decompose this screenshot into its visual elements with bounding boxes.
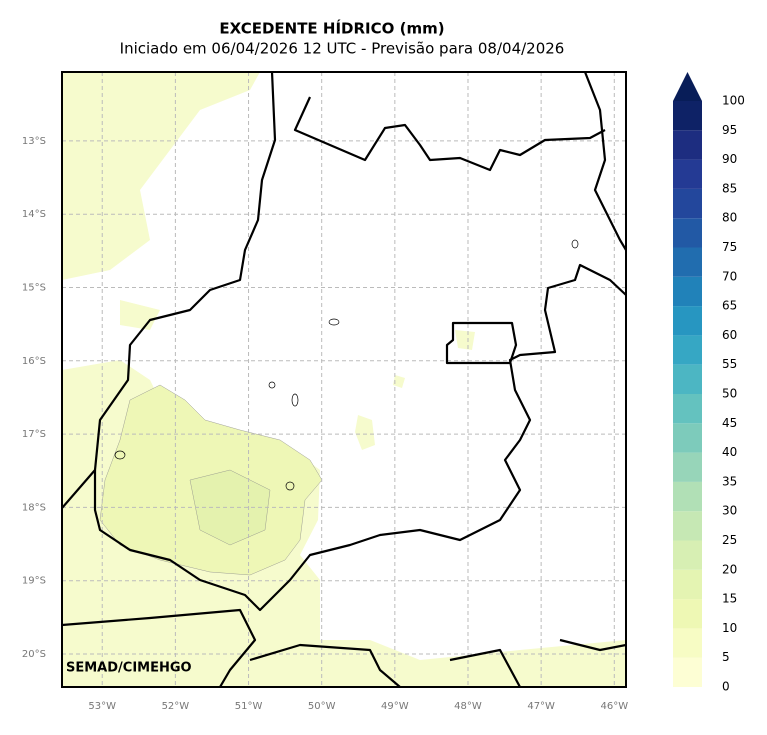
colorbar-label: 0	[722, 680, 730, 694]
x-tick-label: 47°W	[527, 701, 555, 712]
colorbar-label: 25	[722, 533, 737, 547]
title: EXCEDENTE HÍDRICO (mm)	[219, 19, 444, 38]
colorbar-bin	[673, 218, 702, 248]
colorbar-label: 60	[722, 328, 737, 342]
colorbar-bin	[673, 511, 702, 541]
colorbar-bin	[673, 335, 702, 365]
colorbar-label: 5	[722, 650, 730, 664]
y-tick-label: 16°S	[22, 356, 46, 367]
colorbar-bin	[673, 569, 702, 600]
colorbar-label: 95	[722, 123, 737, 137]
colorbar-bin	[673, 159, 702, 189]
map-frame	[61, 71, 627, 688]
colorbar-label: 10	[722, 621, 737, 635]
colorbar-bin	[673, 306, 702, 336]
colorbar-bin	[673, 364, 702, 394]
colorbar-bin	[673, 599, 702, 629]
colorbar-label: 55	[722, 357, 737, 371]
x-tick-label: 53°W	[88, 701, 116, 712]
map-area	[62, 72, 626, 687]
x-tick-label: 48°W	[454, 701, 482, 712]
colorbar-label: 50	[722, 387, 737, 401]
colorbar-label: 80	[722, 211, 737, 225]
colorbar-bin	[673, 481, 702, 512]
colorbar-bin	[673, 247, 702, 277]
colorbar-label: 15	[722, 592, 737, 606]
colorbar-label: 40	[722, 445, 737, 459]
x-tick-label: 46°W	[600, 701, 628, 712]
colorbar-label: 45	[722, 416, 737, 430]
credit: SEMAD/CIMEHGO	[66, 661, 192, 676]
y-tick-label: 18°S	[22, 502, 46, 513]
colorbar: 0 5 10 15 20 25 30 35 40 45 50 55 60 65 70 75 80 85 90 95 10…	[673, 72, 745, 694]
y-tick-label: 14°S	[22, 209, 46, 220]
y-tick-label: 20°S	[22, 649, 46, 660]
colorbar-label: 20	[722, 562, 737, 576]
y-tick-label: 13°S	[22, 136, 46, 147]
colorbar-label: 70	[722, 269, 737, 283]
colorbar-label: 85	[722, 181, 737, 195]
colorbar-extend	[673, 72, 702, 101]
subtitle: Iniciado em 06/04/2026 12 UTC - Previsão…	[120, 40, 565, 58]
colorbar-bin	[673, 130, 702, 160]
y-tick-label: 15°S	[22, 283, 46, 294]
colorbar-bin	[673, 452, 702, 482]
x-tick-label: 52°W	[162, 701, 190, 712]
colorbar-label: 65	[722, 299, 737, 313]
colorbar-label: 100	[722, 94, 745, 108]
colorbar-bin	[673, 188, 702, 219]
x-tick-label: 51°W	[235, 701, 263, 712]
colorbar-bin	[673, 628, 702, 658]
colorbar-label: 90	[722, 152, 737, 166]
borders	[62, 72, 626, 687]
colorbar-label: 30	[722, 504, 737, 518]
colorbar-label: 35	[722, 474, 737, 488]
x-tick-label: 49°W	[381, 701, 409, 712]
x-tick-label: 50°W	[308, 701, 336, 712]
y-tick-label: 17°S	[22, 429, 46, 440]
colorbar-bin	[673, 394, 702, 424]
colorbar-bin	[673, 423, 702, 453]
colorbar-label: 75	[722, 240, 737, 254]
y-tick-label: 19°S	[22, 576, 46, 587]
small-contours	[114, 239, 579, 491]
colorbar-bin	[673, 540, 702, 570]
colorbar-bin	[673, 657, 702, 687]
colorbar-bin	[673, 276, 702, 307]
colorbar-bin	[673, 101, 702, 131]
